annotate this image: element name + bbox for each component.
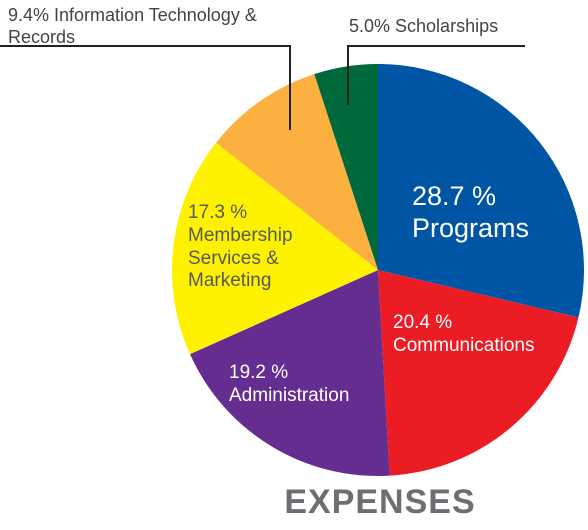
value-label: 20.4 % bbox=[393, 312, 453, 333]
pie-slice bbox=[378, 64, 584, 318]
category-label: Administration bbox=[229, 384, 350, 406]
value-label: 17.3 % bbox=[188, 202, 248, 223]
pie-slice bbox=[189, 270, 390, 476]
category-label: Information Technology & Records bbox=[8, 5, 257, 47]
slice-label: 5.0% Scholarships bbox=[349, 16, 549, 38]
pie-slice bbox=[314, 64, 378, 270]
slice-label: 19.2 % Administration bbox=[229, 362, 389, 408]
value-label: 5.0% bbox=[349, 16, 391, 36]
chart-title: EXPENSES bbox=[284, 483, 476, 521]
slice-label: 17.3 % Membership Services & Marketing bbox=[188, 202, 318, 293]
pie-slice bbox=[378, 270, 579, 476]
pie-slice bbox=[216, 74, 378, 270]
category-label: Programs bbox=[412, 213, 530, 244]
slice-label: 20.4 % Communications bbox=[393, 312, 573, 358]
leader-line bbox=[347, 45, 525, 105]
category-label: Membership Services & Marketing bbox=[188, 224, 293, 292]
leader-line bbox=[0, 45, 291, 130]
slices bbox=[172, 64, 584, 476]
pie-slice bbox=[172, 142, 378, 355]
slice-label: 28.7 % Programs bbox=[412, 180, 572, 245]
value-label: 28.7 % bbox=[412, 181, 497, 211]
value-label: 19.2 % bbox=[229, 362, 289, 383]
category-label: Communications bbox=[393, 334, 535, 356]
value-label: 9.4% bbox=[8, 5, 50, 25]
category-label: Scholarships bbox=[395, 16, 499, 36]
slice-label: 9.4% Information Technology & Records bbox=[8, 5, 268, 48]
